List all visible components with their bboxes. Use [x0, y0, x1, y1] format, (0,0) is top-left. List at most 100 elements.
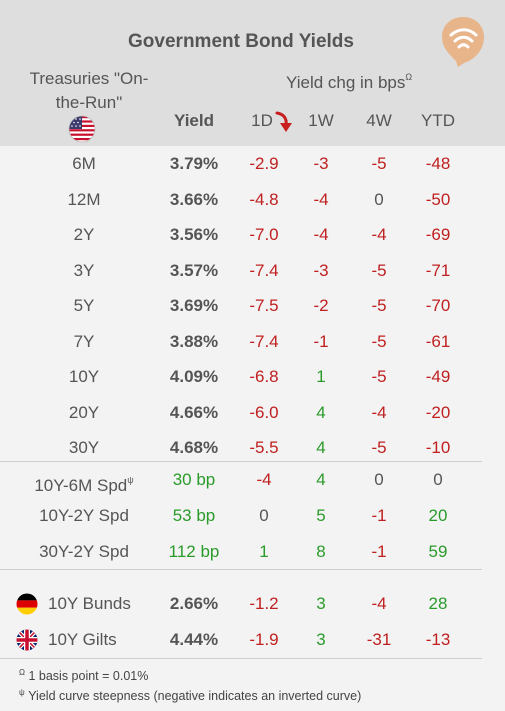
spread-row: 30Y-2Y Spd 112 bp 1 8 -1 59 [0, 534, 505, 570]
international-row: 10Y Gilts 4.44% -1.9 3 -31 -13 [0, 622, 505, 658]
yield-value: 3.69% [169, 296, 219, 315]
change-1w: 8 [316, 542, 326, 561]
row-label: 10Y-6M Spdψ [34, 475, 134, 495]
us-flag-icon [68, 115, 96, 143]
yield-value: 4.09% [169, 367, 219, 386]
change-4w: -5 [371, 260, 387, 280]
change-4w: 0 [374, 470, 384, 489]
change-1d: -7.5 [249, 296, 279, 315]
change-4w: -4 [371, 225, 387, 244]
table-row: 3Y 3.57% -7.4 -3 -5 -71 [0, 253, 505, 289]
footnote-yield-curve: ψ Yield curve steepness (negative indica… [19, 688, 362, 703]
change-ytd: -13 [425, 630, 451, 649]
column-header-4w[interactable]: 4W [366, 111, 392, 130]
change-4w: -1 [371, 542, 387, 561]
change-1d: -4 [256, 470, 272, 489]
change-ytd: -50 [425, 189, 451, 209]
row-label: 30Y-2Y Spd [39, 542, 129, 561]
column-header-yield[interactable]: Yield [174, 111, 214, 130]
change-ytd: 20 [428, 506, 448, 525]
change-4w: -4 [371, 594, 387, 613]
change-1w: 4 [316, 438, 326, 457]
change-ytd: -20 [425, 402, 451, 422]
change-ytd: -48 [425, 154, 451, 173]
change-1d: -4.8 [249, 189, 279, 209]
change-1d: -1.2 [249, 594, 279, 613]
change-ytd: 0 [433, 470, 443, 489]
spread-row: 10Y-6M Spdψ 30 bp -4 4 0 0 [0, 462, 505, 498]
footnote-basis-point: Ω 1 basis point = 0.01% [19, 668, 149, 683]
yield-value: 3.66% [169, 189, 219, 209]
table-row: 7Y 3.88% -7.4 -1 -5 -61 [0, 324, 505, 360]
change-4w: -5 [371, 154, 387, 173]
germany-flag-icon [16, 593, 38, 615]
change-4w: -5 [371, 438, 387, 457]
change-1w: -4 [313, 225, 329, 244]
change-4w: -31 [366, 630, 392, 649]
yield-value: 4.44% [169, 630, 219, 649]
row-label: 20Y [68, 402, 100, 422]
yield-value: 3.56% [169, 225, 219, 244]
change-ytd: -69 [425, 225, 451, 244]
change-1d: -2.9 [249, 154, 279, 173]
change-1w: -3 [313, 154, 329, 173]
change-1d: 1 [259, 542, 269, 561]
international-row: 10Y Bunds 2.66% -1.2 3 -4 28 [0, 586, 505, 622]
table-row: 5Y 3.69% -7.5 -2 -5 -70 [0, 288, 505, 324]
row-label: 10Y [68, 367, 100, 386]
row-label: 10Y Gilts [48, 630, 117, 649]
change-ytd: 28 [428, 594, 448, 613]
change-1w: 4 [316, 402, 326, 422]
change-4w: -1 [371, 506, 387, 525]
logo-icon [442, 17, 484, 67]
change-1d: -7.4 [249, 331, 279, 351]
row-label: 10Y-2Y Spd [39, 506, 129, 525]
change-ytd: 59 [428, 542, 448, 561]
row-label: 6M [72, 154, 96, 173]
change-1d: -7.4 [249, 260, 279, 280]
yield-value: 3.79% [169, 154, 219, 173]
column-header-1w[interactable]: 1W [308, 111, 334, 130]
row-label: 10Y Bunds [48, 594, 131, 613]
yield-value: 112 bp [168, 542, 220, 561]
change-ytd: -70 [425, 296, 451, 315]
change-4w: 0 [374, 189, 384, 209]
change-1w: 3 [316, 630, 326, 649]
page-title: Government Bond Yields [128, 31, 354, 52]
change-1d: -7.0 [249, 225, 279, 244]
yield-change-label: Yield chg in bpsΩ [286, 72, 413, 92]
change-4w: -5 [371, 331, 387, 351]
table-row: 6M 3.79% -2.9 -3 -5 -48 [0, 146, 505, 182]
table-row: 20Y 4.66% -6.0 4 -4 -20 [0, 395, 505, 431]
change-ytd: -49 [425, 367, 451, 386]
spread-row: 10Y-2Y Spd 53 bp 0 5 -1 20 [0, 498, 505, 534]
row-label: 5Y [73, 296, 95, 315]
change-1w: 1 [316, 367, 326, 386]
change-1w: 3 [316, 594, 326, 613]
change-1w: -3 [313, 260, 329, 280]
section-divider [0, 569, 482, 570]
change-ytd: -61 [425, 331, 451, 351]
uk-flag-icon [16, 629, 38, 651]
yield-value: 4.66% [169, 402, 219, 422]
change-1d: 0 [259, 506, 269, 525]
change-1d: -6.8 [249, 367, 279, 386]
section-divider [0, 658, 482, 659]
sort-descending-icon [275, 111, 292, 132]
change-ytd: -10 [425, 438, 451, 457]
table-row: 30Y 4.68% -5.5 4 -5 -10 [0, 430, 505, 466]
row-label: 7Y [73, 331, 95, 351]
change-1w: 5 [316, 506, 326, 525]
table-row: 12M 3.66% -4.8 -4 0 -50 [0, 182, 505, 218]
change-4w: -5 [371, 367, 387, 386]
row-label: 2Y [73, 225, 95, 244]
change-4w: -4 [371, 402, 387, 422]
column-header-1d[interactable]: 1D [251, 111, 273, 130]
row-label: 12M [67, 189, 101, 209]
yield-value: 30 bp [172, 470, 216, 489]
column-header-ytd[interactable]: YTD [421, 111, 455, 130]
change-1w: -1 [313, 331, 329, 351]
treasuries-label: Treasuries "On-the-Run" [29, 69, 149, 112]
table-row: 10Y 4.09% -6.8 1 -5 -49 [0, 359, 505, 395]
row-label: 3Y [73, 260, 95, 280]
